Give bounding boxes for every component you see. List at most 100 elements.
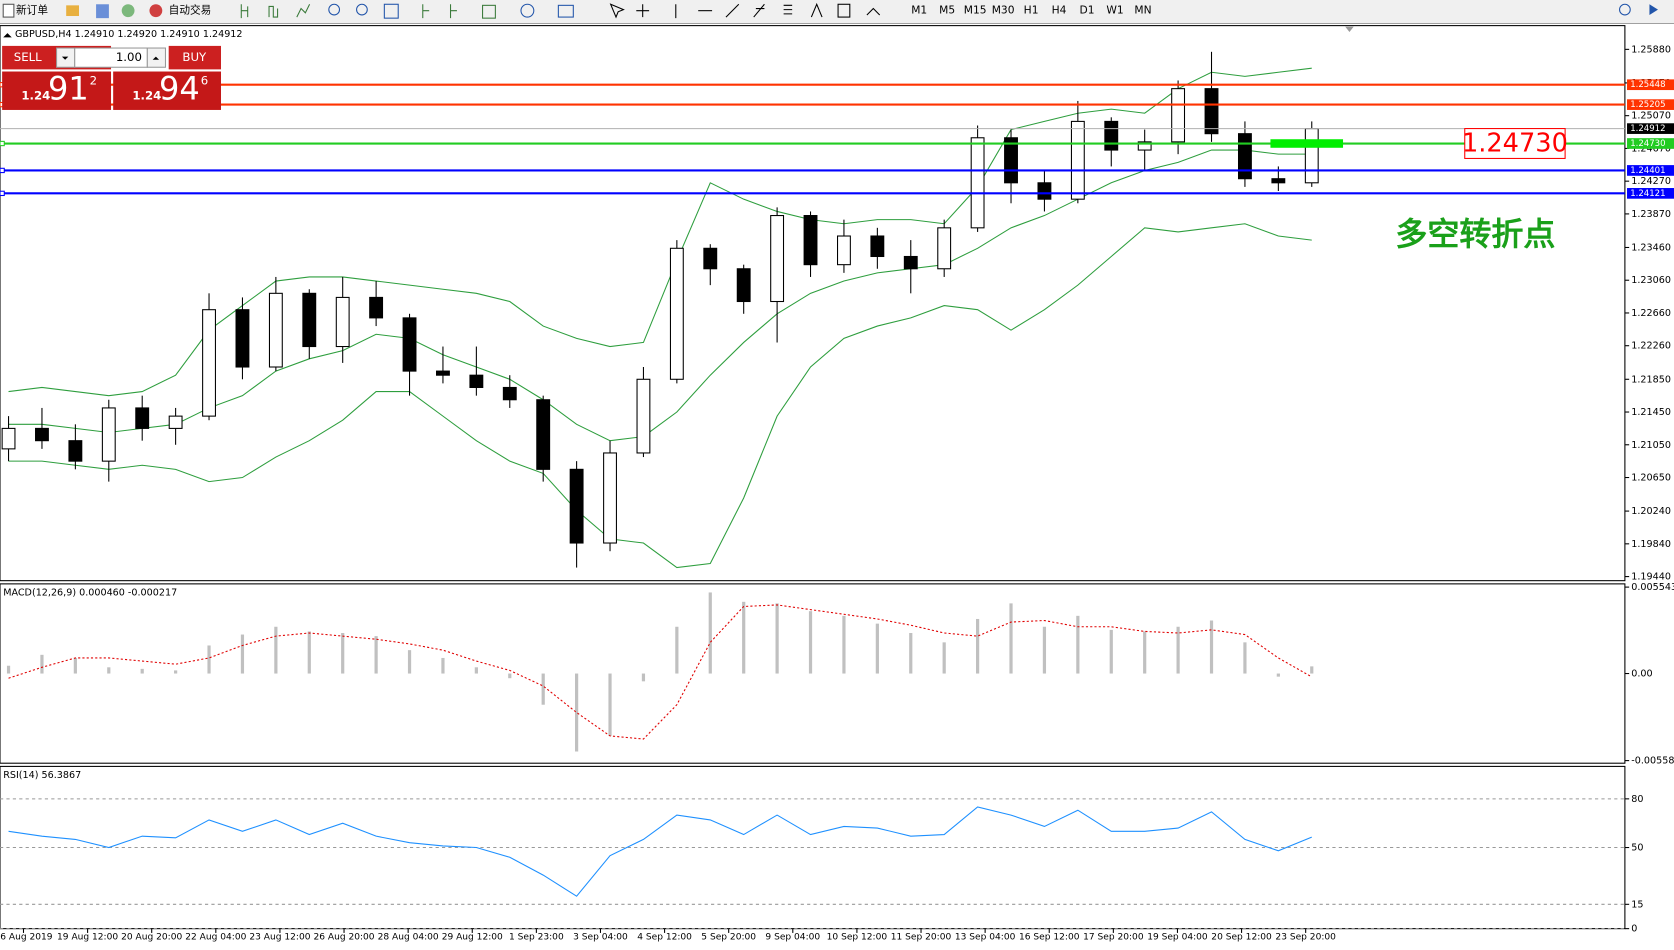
x-tick-label: 11 Sep 20:00 xyxy=(891,933,952,943)
candle-body xyxy=(1304,128,1319,184)
search-icon[interactable] xyxy=(1619,3,1631,16)
arrows-icon[interactable] xyxy=(866,7,881,16)
timeframe-button[interactable]: H4 xyxy=(1052,4,1067,17)
panel-title: MACD(12,26,9) 0.000460 -0.000217 xyxy=(3,587,177,598)
x-tick-label: 23 Aug 12:00 xyxy=(249,933,310,943)
buy-button[interactable] xyxy=(168,45,221,70)
periods-icon[interactable] xyxy=(520,3,535,18)
tool-icon[interactable] xyxy=(240,4,249,19)
new-order-icon[interactable] xyxy=(2,3,15,18)
tool-icon[interactable] xyxy=(268,5,279,18)
tool-icon[interactable] xyxy=(383,3,399,19)
level-tag xyxy=(1627,79,1674,91)
y-tick-label: 1.25880 xyxy=(1631,44,1671,55)
fibo-icon[interactable] xyxy=(783,4,793,15)
level-label: 1.24121 xyxy=(1630,189,1665,199)
timeframe-button[interactable]: M15 xyxy=(964,4,987,17)
macd-bar xyxy=(875,623,879,674)
trade-panel: SELL 1.00 BUY 1.24 91 2 1.24 94 6 xyxy=(2,45,221,110)
sell-price-box[interactable] xyxy=(2,71,112,110)
y-tick-label: 1.22660 xyxy=(1631,308,1671,319)
candle-body xyxy=(1271,178,1286,184)
toolbar: 新订单 自动交易 M1 M5 M1 xyxy=(0,0,1674,25)
channel-icon[interactable] xyxy=(753,3,765,18)
y-tick-label: 1.21450 xyxy=(1631,407,1671,418)
candle-body xyxy=(268,292,283,368)
new-order-button[interactable]: 新订单 xyxy=(16,4,48,17)
macd-bar xyxy=(1276,673,1280,677)
candle-body xyxy=(68,440,83,462)
macd-bar xyxy=(1042,626,1047,674)
candle-body xyxy=(1137,141,1152,151)
lots-value[interactable]: 1.00 xyxy=(116,50,142,64)
current-price-tag xyxy=(1627,123,1674,134)
zoom-in-icon[interactable] xyxy=(328,3,341,16)
y-tick-label: 1.20240 xyxy=(1631,506,1671,517)
candle-body xyxy=(202,309,216,417)
buy-price-box[interactable] xyxy=(113,71,221,110)
candle-body xyxy=(235,309,250,368)
level-label: 1.25205 xyxy=(1630,100,1665,110)
candle-body xyxy=(1171,88,1186,143)
tool-icon[interactable] xyxy=(422,4,430,19)
tool-icon[interactable] xyxy=(121,4,135,18)
y-tick-label: 0.005543 xyxy=(1631,582,1674,593)
macd-bar xyxy=(708,592,712,674)
bollinger-middle xyxy=(8,149,1312,442)
macd-bar xyxy=(742,601,746,674)
y-tick-label: 50 xyxy=(1631,843,1643,854)
x-tick-label: 19 Sep 04:00 xyxy=(1147,933,1208,943)
level-marker xyxy=(0,140,5,147)
buy-label[interactable]: BUY xyxy=(182,50,207,64)
candle-body xyxy=(1237,133,1252,180)
timeframe-button[interactable]: H1 xyxy=(1024,4,1039,17)
y-tick-label: 80 xyxy=(1631,794,1643,805)
buy-price-small: 6 xyxy=(201,74,208,88)
candle-body xyxy=(1204,88,1219,135)
tool-icon[interactable] xyxy=(449,4,457,19)
crosshair-icon[interactable] xyxy=(636,4,650,18)
indicators-icon[interactable] xyxy=(482,4,496,19)
timeframe-button[interactable]: M5 xyxy=(939,4,955,17)
tool-icon[interactable] xyxy=(96,4,109,19)
x-tick-label: 29 Aug 12:00 xyxy=(442,933,503,943)
auto-trading-button[interactable]: 自动交易 xyxy=(169,4,212,17)
level-marker xyxy=(0,167,5,174)
x-tick-label: 4 Sep 12:00 xyxy=(637,933,692,943)
macd-bar xyxy=(1076,615,1080,674)
level-tag xyxy=(1627,99,1674,110)
x-tick-label: 5 Sep 20:00 xyxy=(701,933,756,943)
timeframe-button[interactable]: D1 xyxy=(1080,4,1095,17)
tool-icon[interactable] xyxy=(1649,4,1658,15)
y-tick-label: 1.24670 xyxy=(1631,143,1671,154)
auto-trading-icon[interactable] xyxy=(149,4,163,18)
macd-bar xyxy=(909,632,913,674)
x-tick-label: 16 Sep 12:00 xyxy=(1019,933,1080,943)
timeframe-button[interactable]: MN xyxy=(1134,4,1151,17)
level-label: 1.24401 xyxy=(1630,166,1665,176)
timeframe-button[interactable]: M1 xyxy=(911,4,927,17)
timeframe-button[interactable]: W1 xyxy=(1106,4,1123,17)
macd-bar xyxy=(1176,626,1180,674)
sell-price-main: 91 xyxy=(48,70,89,108)
collapse-icon xyxy=(3,33,12,38)
x-tick-label: 23 Sep 20:00 xyxy=(1275,933,1336,943)
label-icon[interactable] xyxy=(837,3,851,18)
toolbar-bg xyxy=(0,0,1674,24)
text-icon[interactable] xyxy=(810,2,823,18)
sell-label[interactable]: SELL xyxy=(14,50,42,64)
level-tag xyxy=(1627,138,1674,149)
tool-icon[interactable] xyxy=(296,4,311,18)
macd-bar xyxy=(240,634,245,674)
templates-icon[interactable] xyxy=(557,4,574,18)
level-label: 1.25448 xyxy=(1630,80,1665,90)
timeframe-button[interactable]: M30 xyxy=(992,4,1015,17)
macd-bar xyxy=(775,603,779,674)
trendline-icon[interactable] xyxy=(725,3,740,18)
macd-bar xyxy=(976,618,980,674)
tool-icon[interactable] xyxy=(66,5,80,17)
cursor-icon[interactable] xyxy=(609,3,625,19)
macd-bar xyxy=(1143,631,1147,674)
zoom-out-icon[interactable] xyxy=(356,3,368,16)
